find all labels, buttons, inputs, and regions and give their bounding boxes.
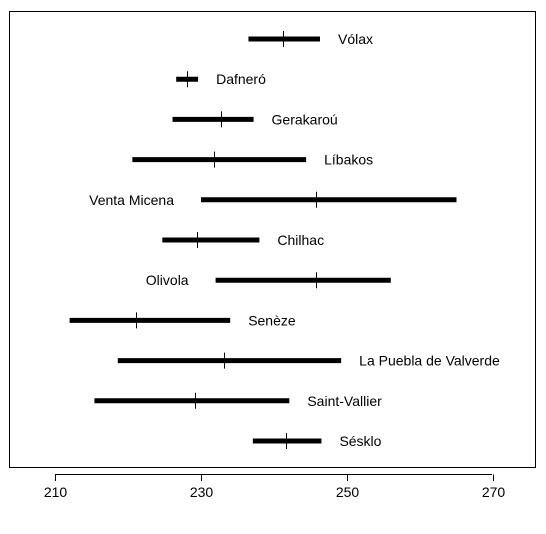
plot-frame <box>9 11 536 468</box>
site-label: Saint-Vallier <box>307 393 382 409</box>
range-row: Líbakos <box>132 151 373 168</box>
site-label: Sésklo <box>339 433 381 449</box>
x-tick-label: 250 <box>336 484 360 500</box>
site-label: Olivola <box>146 272 189 288</box>
site-label: Gerakaroú <box>272 111 338 127</box>
x-tick-label: 210 <box>44 484 68 500</box>
range-row: Venta Micena <box>89 191 457 208</box>
range-rows: Vólax Dafneró Gerakaroú Líbakos Venta Micena… <box>69 31 500 449</box>
site-label: Senèze <box>248 312 296 328</box>
range-row: Vólax <box>248 31 373 47</box>
site-label: Líbakos <box>324 152 373 168</box>
x-tick-label: 230 <box>190 484 214 500</box>
range-row: Senèze <box>69 312 296 329</box>
range-row: Gerakaroú <box>172 111 338 128</box>
range-row: Dafneró <box>176 71 266 88</box>
range-row: Saint-Vallier <box>94 392 382 409</box>
range-row: Olivola <box>146 272 391 289</box>
x-axis: 210 230 250 270 <box>44 474 506 500</box>
site-label: La Puebla de Valverde <box>359 353 500 369</box>
x-tick-label: 270 <box>482 484 506 500</box>
site-label: Chilhac <box>277 232 324 248</box>
range-row: Chilhac <box>162 232 324 248</box>
range-row: La Puebla de Valverde <box>117 352 500 369</box>
site-label: Dafneró <box>216 71 266 87</box>
site-label: Vólax <box>338 31 373 47</box>
site-label: Venta Micena <box>89 192 174 208</box>
range-row: Sésklo <box>252 433 382 449</box>
